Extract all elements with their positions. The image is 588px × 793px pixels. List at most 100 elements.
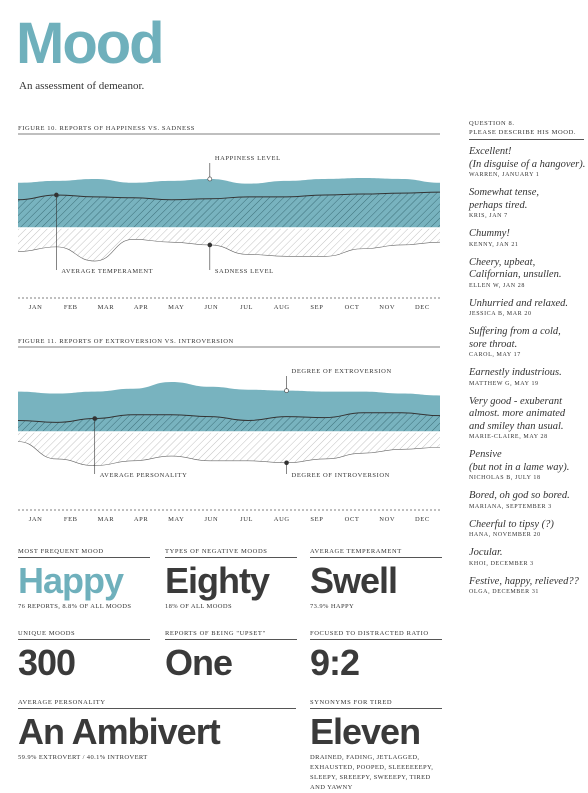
quote-text: (In disguise of a hangover).: [469, 158, 586, 170]
quote: Somewhat tense, perhaps tired. KRIS, JAN 7: [469, 187, 584, 219]
stat-value: Happy: [18, 560, 124, 601]
quote-text: perhaps tired.: [469, 199, 528, 211]
quote-author: JESSICA B, MAR 20: [469, 311, 532, 317]
quote-author: HANA, NOVEMBER 20: [469, 532, 541, 538]
series-label: AVERAGE TEMPERAMENT: [61, 268, 153, 275]
stat-label: AVERAGE PERSONALITY: [18, 699, 296, 709]
quote-text: sore throat.: [469, 338, 518, 350]
x-tick-label: JUN: [205, 516, 219, 523]
stat-value: An Ambivert: [18, 711, 221, 752]
series-label: AVERAGE PERSONALITY: [100, 472, 188, 479]
stat-note: 73.9% HAPPY: [310, 603, 355, 610]
stat-note: 76 REPORTS, 8.8% OF ALL MOODS: [18, 603, 132, 610]
question-number: QUESTION 8.: [469, 120, 515, 127]
line: [17, 412, 441, 423]
quote-text: Bored, oh god so bored.: [469, 490, 570, 501]
line: [17, 191, 441, 201]
quote-text: Pensive: [469, 449, 502, 460]
stat-note: DRAINED, FADING, JETLAGGED, EXHAUSTED, P…: [310, 754, 434, 791]
quote: Jocular. KHOI, DECEMBER 3: [469, 547, 584, 567]
marker: [54, 192, 59, 198]
marker: [207, 242, 213, 248]
x-tick-label: APR: [134, 516, 149, 523]
x-tick-label: APR: [134, 304, 149, 311]
area: [18, 192, 440, 228]
quote-text: Chummy!: [469, 228, 510, 239]
x-tick-label: AUG: [274, 304, 290, 311]
stat-label: AVERAGE TEMPERAMENT: [310, 548, 442, 558]
stat-block: MOST FREQUENT MOOD Happy 76 REPORTS, 8.8% …: [18, 548, 150, 612]
series-label: SADNESS LEVEL: [215, 268, 274, 275]
chart-title: FIGURE 10. REPORTS OF HAPPINESS VS. SADN…: [18, 125, 195, 132]
x-tick-label: JAN: [29, 516, 43, 523]
x-tick-label: SEP: [310, 516, 323, 523]
quote-text: Suffering from a cold,: [469, 326, 561, 337]
quote-author: MARIE-CLAIRE, MAY 28: [469, 434, 548, 440]
stat-value: 300: [18, 642, 76, 683]
stat-block: AVERAGE PERSONALITY An Ambivert 59.9% EXTR…: [18, 699, 296, 763]
stat-value: Eleven: [310, 711, 421, 752]
quote: Pensive (but not in a lame way). NICHOLAS …: [469, 449, 584, 481]
x-tick-label: AUG: [274, 516, 290, 523]
stat-value: 9:2: [310, 642, 360, 683]
x-tick-label: MAR: [98, 516, 115, 523]
subtitle: An assessment of demeanor.: [19, 80, 145, 92]
quote-text: and smiley than usual.: [469, 420, 564, 432]
quote: Suffering from a cold, sore throat. CAROL,…: [469, 326, 584, 358]
x-tick-label: MAY: [168, 304, 184, 311]
quote-author: OLGA, DECEMBER 31: [469, 589, 540, 595]
area: [18, 228, 440, 262]
stat-label: MOST FREQUENT MOOD: [18, 548, 150, 558]
series-label: HAPPINESS LEVEL: [215, 155, 281, 162]
stat-value: One: [165, 642, 233, 683]
quote-author: NICHOLAS B, JULY 18: [469, 475, 541, 481]
quote-text: Cheerful to tipsy (?): [469, 518, 554, 530]
stat-block: AVERAGE TEMPERAMENT Swell 73.9% HAPPY: [310, 548, 442, 612]
rule: [469, 139, 584, 140]
quote-text: Very good - exuberant: [469, 395, 563, 407]
x-tick-label: JUL: [240, 516, 253, 523]
quote-author: MATTHEW G, MAY 19: [469, 380, 539, 387]
title: Mood: [16, 11, 165, 76]
quote-author: KHOI, DECEMBER 3: [469, 560, 534, 567]
area: [18, 432, 440, 466]
quote: Unhurried and relaxed. JESSICA B, MAR 20: [469, 298, 584, 318]
x-tick-label: DEC: [415, 304, 430, 311]
chart-title: FIGURE 11. REPORTS OF EXTROVERSION VS. I…: [18, 338, 234, 345]
area: [18, 412, 440, 432]
quote-text: Unhurried and relaxed.: [469, 297, 569, 309]
stat-block: FOCUSED TO DISTRACTED RATIO 9:2: [310, 630, 442, 682]
x-tick-label: NOV: [379, 516, 395, 523]
x-tick-label: MAY: [168, 516, 184, 523]
x-tick-label: JUL: [240, 304, 253, 311]
series-label: DEGREE OF EXTROVERSION: [292, 368, 392, 375]
line: [17, 441, 441, 466]
quote: Cheery, upbeat, Californian, unsullen. ELL…: [469, 257, 584, 289]
x-tick-label: DEC: [415, 516, 430, 523]
quote-text: (but not in a lame way).: [469, 461, 570, 473]
x-tick-label: FEB: [64, 304, 78, 311]
quote: Chummy! KENNY, JAN 21: [469, 228, 584, 248]
question-panel: QUESTION 8. PLEASE DESCRIBE HIS MOOD. Ex…: [469, 119, 586, 604]
quote-author: WARREN, JANUARY 1: [469, 172, 540, 178]
quote-text: Somewhat tense,: [469, 187, 539, 198]
quotes: Excellent! (In disguise of a hangover). WA…: [469, 146, 586, 595]
stat-label: TYPES OF NEGATIVE MOODS: [165, 548, 297, 558]
charts: FIGURE 10. REPORTS OF HAPPINESS VS. SADN…: [17, 125, 441, 523]
quote: Very good - exuberant almost. more animat…: [469, 396, 584, 441]
quote-text: Californian, unsullen.: [469, 269, 562, 280]
quote-text: Festive, happy, relieved??: [469, 575, 579, 587]
stat-note: 59.9% EXTROVERT / 40.1% INTROVERT: [18, 754, 148, 761]
stat-value: Eighty: [165, 560, 270, 601]
series-label: DEGREE OF INTROVERSION: [292, 472, 390, 479]
quote-author: KENNY, JAN 21: [469, 241, 519, 248]
x-tick-label: MAR: [98, 304, 115, 311]
x-tick-label: OCT: [345, 304, 360, 311]
quote-text: Excellent!: [469, 146, 512, 157]
stat-block: TYPES OF NEGATIVE MOODS Eighty 18% OF ALL …: [165, 548, 297, 612]
marker: [92, 416, 98, 421]
quote-text: almost. more animated: [469, 408, 566, 419]
quote: Bored, oh god so bored. MARIANA, SEPTEMBE…: [469, 490, 584, 510]
quote: Cheerful to tipsy (?) HANA, NOVEMBER 20: [469, 519, 584, 539]
